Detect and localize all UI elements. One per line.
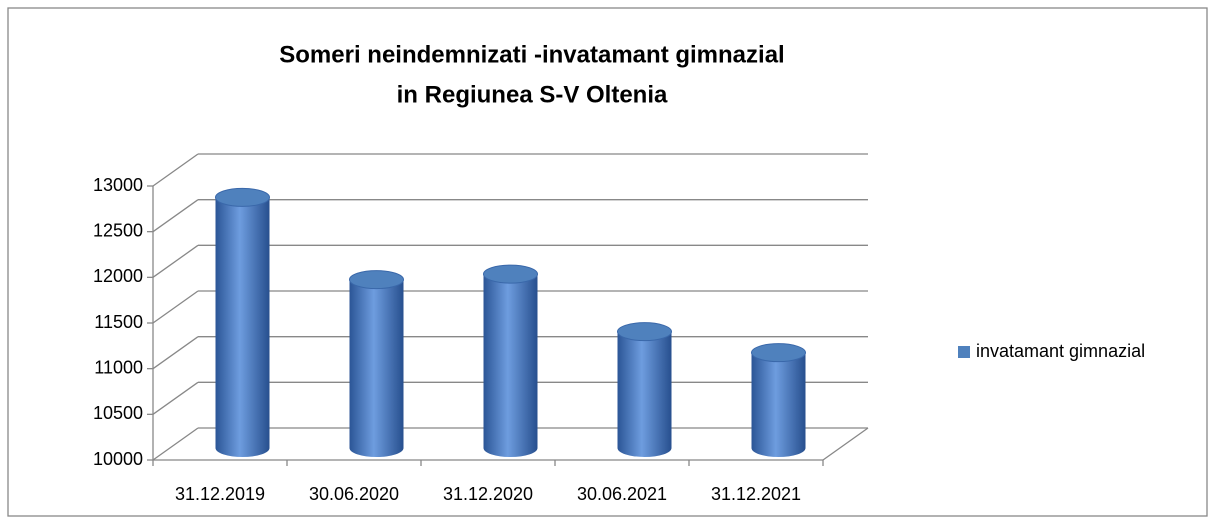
legend-label: invatamant gimnazial [976,341,1145,361]
y-tick-label: 11500 [94,312,143,332]
x-tick-label: 30.06.2020 [309,484,399,504]
bar-body [215,197,270,457]
bar-top [483,264,538,284]
grid-line [152,290,199,324]
bar-body [617,331,672,457]
grid-line [152,381,199,415]
chart-title: in Regiunea S-V Oltenia [397,81,668,108]
x-tick-label: 31.12.2021 [711,484,801,504]
bar [483,264,538,457]
grid-line [152,336,199,370]
bar-top [617,322,672,342]
y-tick-label: 11000 [94,357,143,377]
bar [617,322,672,457]
bar-top [215,187,270,207]
y-tick-label: 12000 [93,266,143,286]
floor-line [822,427,869,461]
bar-body [751,352,806,457]
bar-top [349,270,404,290]
bar-top [751,343,806,363]
legend-swatch [958,346,970,358]
x-tick-label: 31.12.2019 [175,484,265,504]
y-tick-label: 12500 [93,220,143,240]
y-tick-label: 10000 [93,449,143,469]
x-tick-label: 31.12.2020 [443,484,533,504]
y-tick-label: 10500 [93,403,143,423]
grid-line [152,153,199,187]
bar-body [349,279,404,457]
grid-line [152,199,199,233]
y-tick-label: 13000 [93,175,143,195]
grid-line [152,244,199,278]
bar-body [483,274,538,457]
bar [215,187,270,457]
bar [349,270,404,457]
chart-title: Someri neindemnizati -invatamant gimnazi… [279,41,784,68]
bar [751,343,806,457]
grid-line [152,427,199,461]
x-tick-label: 30.06.2021 [577,484,667,504]
chart-border [7,7,1208,517]
